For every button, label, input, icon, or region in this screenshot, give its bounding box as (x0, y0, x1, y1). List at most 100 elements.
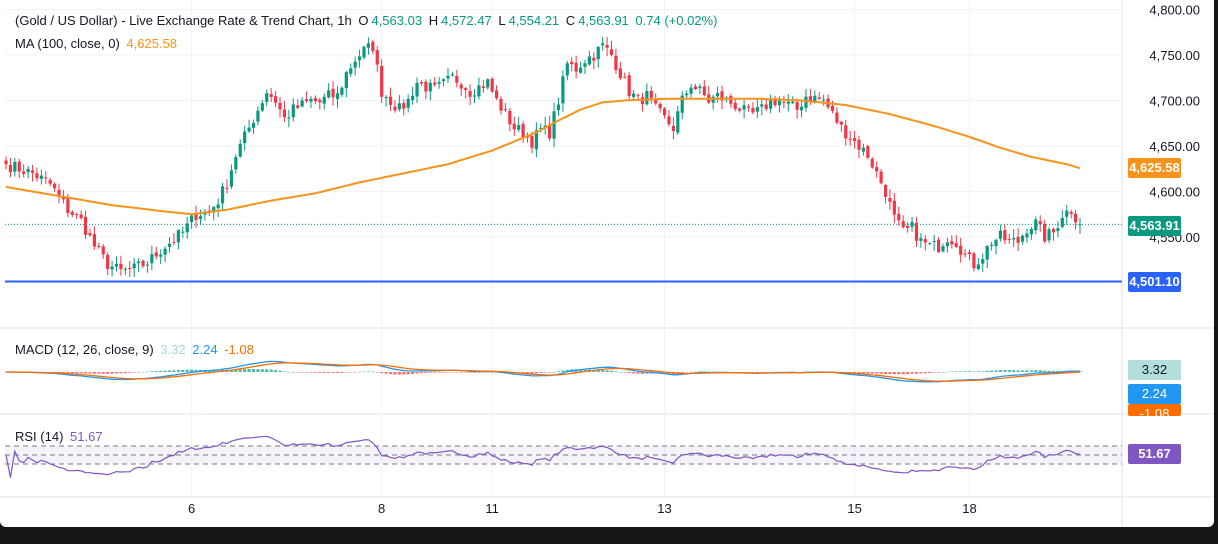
ma-100-line (5, 97, 1081, 216)
candle-body (106, 254, 110, 270)
candle-body (110, 266, 114, 270)
candle-body (857, 139, 861, 150)
macd-signal-tag: -1.08 (1128, 404, 1181, 416)
macd-histogram-bar (141, 371, 145, 373)
last-price-tag: 4,563.91 (1128, 216, 1181, 236)
candle-body (508, 110, 512, 125)
candle-body (839, 121, 843, 125)
macd-histogram-bar (190, 369, 194, 372)
candle-body (70, 211, 74, 215)
candle-body (216, 204, 220, 209)
high-label: H (428, 13, 439, 28)
candle-body (256, 110, 260, 122)
candle-body (22, 171, 26, 174)
rsi-legend[interactable]: RSI (14) 51.67 (15, 429, 106, 444)
candle-body (928, 243, 932, 245)
candle-body (375, 50, 379, 65)
candle-body (327, 90, 331, 98)
price-axis-label: 4,800.00 (1149, 3, 1200, 18)
macd-histogram-bar (923, 372, 927, 374)
macd-histogram-bar (618, 371, 622, 373)
macd-histogram-bar (852, 372, 857, 374)
price-candles (4, 36, 1082, 278)
macd-histogram-bar (967, 371, 972, 372)
candle-body (786, 101, 790, 104)
candle-body (26, 168, 30, 173)
candle-body (888, 198, 892, 202)
ma-legend[interactable]: MA (100, close, 0) 4,625.58 (15, 36, 180, 51)
price-axis-label: 4,700.00 (1149, 94, 1200, 109)
macd-histogram-bar (313, 372, 317, 373)
macd-histogram-bar (415, 372, 419, 374)
macd-histogram-bar (318, 372, 322, 373)
macd-histogram-bar (596, 369, 600, 372)
macd-histogram-bar (954, 371, 958, 372)
candle-body (932, 241, 936, 243)
candle-body (769, 98, 773, 109)
macd-histogram-bar (167, 370, 172, 372)
candle-body (773, 99, 777, 106)
macd-histogram-bar (1038, 370, 1042, 372)
macd-legend[interactable]: MACD (12, 26, close, 9) 3.32 2.24 -1.08 (15, 342, 257, 357)
candle-body (145, 264, 150, 266)
candle-body (79, 214, 83, 219)
macd-histogram-bar (123, 372, 127, 374)
candle-body (1025, 233, 1029, 238)
macd-histogram-bar (464, 372, 468, 373)
price-axis-label: 4,750.00 (1149, 48, 1200, 63)
candle-body (274, 96, 278, 103)
candle-body (362, 46, 366, 58)
macd-histogram-bar (888, 372, 892, 375)
candle-body (225, 187, 229, 189)
macd-histogram-bar (861, 372, 866, 374)
macd-histogram-bar (751, 372, 755, 373)
macd-histogram-bar (561, 370, 565, 372)
macd-histogram-bar (181, 369, 185, 372)
candle-body (976, 264, 980, 270)
candle-body (269, 93, 273, 97)
candle-body (446, 75, 450, 79)
macd-histogram-bar (75, 372, 79, 374)
candle-body (596, 47, 600, 60)
macd-legend-signal: -1.08 (224, 342, 254, 357)
candle-body (945, 242, 950, 247)
candle-body (1043, 223, 1047, 242)
macd-histogram-bar (296, 372, 300, 373)
macd-histogram-bar (1047, 370, 1051, 372)
candle-body (791, 101, 795, 104)
macd-histogram-bar (901, 372, 905, 375)
candle-body (517, 125, 521, 130)
macd-histogram-bar (525, 372, 530, 374)
time-axis-label: 6 (188, 501, 195, 516)
candle-body (632, 93, 636, 97)
candle-body (402, 102, 406, 109)
candle-body (521, 123, 525, 138)
candle-body (441, 79, 446, 82)
macd-histogram-bar (897, 372, 901, 375)
candle-body (1034, 219, 1038, 231)
close-label: C (565, 13, 576, 28)
candle-body (525, 136, 530, 138)
macd-histogram-bar (406, 372, 410, 375)
candle-body (163, 248, 167, 255)
candle-body (782, 101, 786, 103)
candle-body (808, 96, 812, 102)
chart-canvas[interactable]: 4,800.00 4,750.00 4,700.00 4,650.00 4,600.00… (0, 0, 1214, 527)
macd-histogram-bar (928, 372, 932, 373)
macd-histogram-bar (972, 371, 976, 372)
candle-body (44, 177, 48, 179)
macd-histogram-bar (340, 372, 344, 373)
rsi-legend-label: RSI (14) (15, 429, 64, 444)
macd-histogram-bar (875, 372, 879, 374)
candle-body (380, 65, 384, 97)
macd-histogram-bar (764, 372, 768, 373)
candle-body (548, 124, 552, 139)
macd-legend-label: MACD (12, 26, close, 9) (15, 342, 154, 357)
candle-body (75, 213, 79, 215)
macd-histogram-bar (477, 372, 481, 373)
candle-body (455, 75, 459, 83)
macd-histogram-bar (472, 372, 477, 373)
candle-body (1020, 235, 1025, 242)
candle-body (967, 252, 972, 255)
macd-histogram-bar (883, 372, 888, 375)
